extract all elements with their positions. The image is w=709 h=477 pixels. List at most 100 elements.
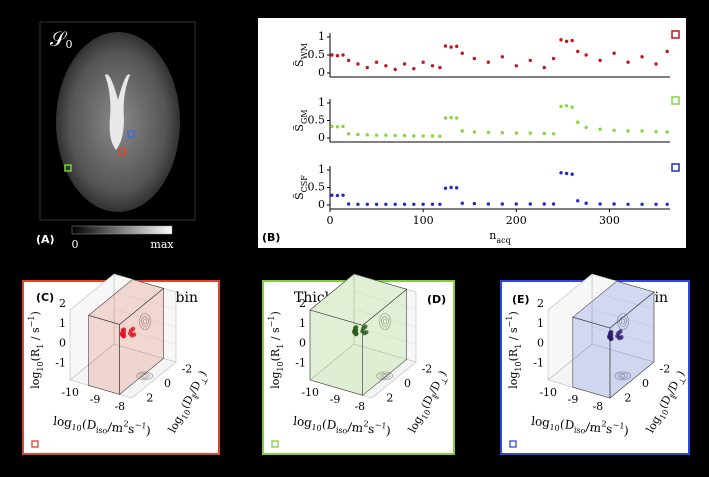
z-axis-label: log10(R1 / s−1): [27, 311, 45, 389]
point: [559, 38, 563, 42]
point: [612, 51, 616, 55]
y-axis-label-part: ∥: [190, 393, 200, 400]
z-axis-label-part: log: [269, 372, 282, 389]
point: [365, 133, 369, 137]
y-axis-label-part: (D: [419, 393, 437, 411]
z-axis-label-part: 10: [514, 361, 523, 371]
z-axis-label-part: 1: [276, 344, 285, 349]
point: [393, 133, 397, 138]
x-tick-label: -8: [592, 400, 603, 413]
wall-grid: [113, 291, 177, 310]
point: [402, 202, 407, 206]
point: [365, 65, 369, 70]
roi-gm: [64, 164, 72, 172]
blob: [617, 335, 622, 341]
x-tick-label: -10: [539, 386, 557, 399]
point: [654, 62, 658, 66]
point: [346, 58, 351, 63]
point: [356, 202, 360, 206]
panel-marker: [271, 440, 279, 448]
contour: [139, 373, 150, 379]
z-tick-label: 2: [537, 297, 544, 310]
region-marker: [671, 30, 680, 39]
contour: [142, 318, 148, 325]
point: [438, 202, 442, 206]
wall-grid: [353, 291, 417, 310]
point: [384, 133, 388, 137]
panel-marker: [509, 440, 517, 448]
point: [500, 131, 505, 135]
x-axis-label-part: /m: [585, 419, 602, 435]
point: [570, 105, 574, 109]
y-axis-label-part: ∥: [430, 393, 440, 400]
z-axis-label-part: −1: [505, 316, 514, 328]
point: [584, 201, 588, 205]
z-axis-label-part: ): [507, 311, 520, 315]
z-axis-label-part: (R: [269, 348, 282, 361]
point: [640, 202, 644, 206]
point: [528, 131, 532, 135]
point: [341, 53, 345, 57]
blob: [119, 330, 125, 336]
point: [346, 132, 351, 136]
point: [412, 66, 416, 71]
colorbar-max: max: [150, 238, 174, 251]
panel-label: (A): [36, 233, 55, 246]
point: [542, 65, 546, 70]
roi-wm: [118, 148, 126, 156]
z-axis-label: log10(R1 / s−1): [267, 311, 285, 389]
y-tick-label: 0: [404, 377, 411, 390]
point: [454, 116, 459, 120]
bin-face: [87, 279, 165, 325]
z-axis-label-part: (R: [507, 348, 520, 361]
s0-sub: 0: [65, 38, 72, 51]
point: [626, 202, 630, 206]
point: [330, 193, 334, 197]
point: [374, 60, 379, 64]
point: [412, 202, 416, 206]
point: [640, 55, 644, 59]
x-axis-label-part: /m: [347, 419, 364, 435]
x-tick-label: -9: [568, 393, 579, 406]
y-axis-label-part: WM: [300, 43, 309, 59]
y-axis-label-part: /D: [426, 379, 443, 396]
y-axis-label-part: (D: [179, 393, 197, 411]
y-axis-label-part: ⊥: [676, 375, 687, 386]
y-axis-label-part: S̃: [293, 59, 306, 67]
point: [472, 201, 477, 206]
x-axis-label-part: ): [623, 423, 629, 437]
y-axis-label-part: (D: [657, 393, 675, 411]
x-axis-label-part: (D: [321, 416, 337, 431]
z-axis-label-part: 10: [36, 361, 45, 371]
contour: [614, 371, 631, 381]
x-tick-label: -9: [90, 393, 101, 406]
point: [564, 171, 569, 176]
y-axis-label-part: 10: [180, 408, 193, 421]
colorbar-min: 0: [72, 238, 79, 251]
bin-face: [572, 280, 655, 329]
point: [460, 201, 464, 205]
blob: [121, 327, 127, 332]
z-tick-label: 2: [59, 297, 66, 310]
panel-label: (E): [512, 293, 530, 306]
bin-face: [88, 315, 120, 395]
point: [460, 51, 464, 55]
y-tick-label: 0: [642, 377, 649, 390]
y-tick-label: 0: [318, 66, 325, 79]
x-axis-label: log10(Diso/m2s−1): [530, 411, 629, 439]
blob: [129, 333, 135, 338]
z-axis-label-part: (R: [29, 348, 42, 361]
point: [514, 202, 519, 206]
contour: [619, 316, 627, 327]
z-axis-label-part: 1: [36, 344, 45, 349]
z-axis-label-part: / s: [29, 327, 42, 344]
contour: [617, 313, 629, 330]
y-tick-label: 0.5: [308, 181, 326, 194]
x-axis-label-part: −1: [612, 420, 625, 430]
y-tick-label: 1: [318, 163, 325, 176]
point: [472, 130, 477, 134]
contour: [379, 313, 391, 330]
point: [356, 62, 360, 66]
z-axis-label: log10(R1 / s−1): [505, 311, 523, 389]
